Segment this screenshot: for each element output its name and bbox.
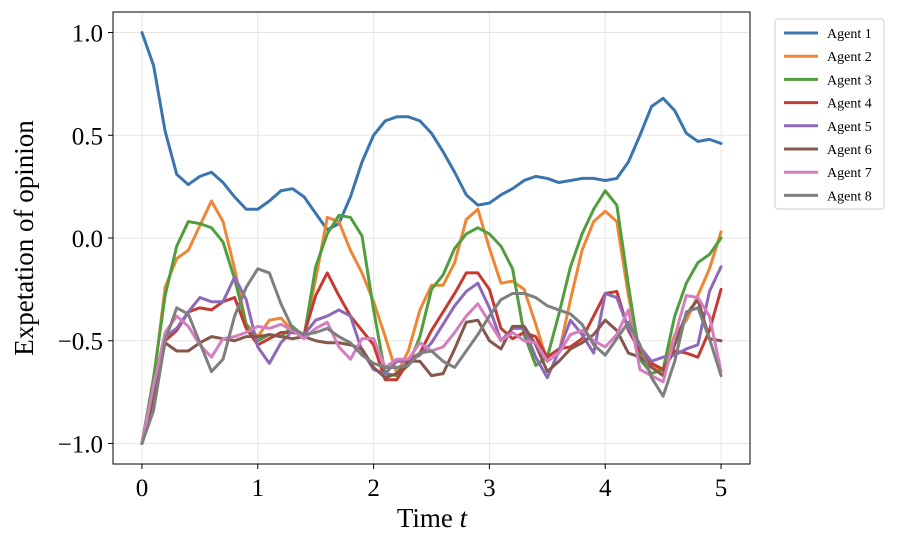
y-tick-label: −0.5 <box>58 329 103 356</box>
legend-label: Agent 6 <box>827 143 872 158</box>
series-line-agent-4 <box>140 271 723 445</box>
legend-item: Agent 6 <box>784 143 872 158</box>
series-line-agent-6 <box>140 298 723 445</box>
x-axis-label-text: Time <box>397 503 453 533</box>
legend: Agent 1 Agent 2 Agent 3 Agent 4 Agent 5 Agent… <box>774 18 885 210</box>
legend-label: Agent 7 <box>827 166 872 181</box>
legend-label: Agent 4 <box>827 97 872 112</box>
legend-label: Agent 2 <box>827 50 872 65</box>
legend-label: Agent 3 <box>827 73 872 88</box>
y-axis: 1.0 0.5 0.0 −0.5 −1.0 <box>58 21 113 458</box>
x-tick-label: 1 <box>252 475 265 502</box>
series-line-agent-8 <box>140 267 723 445</box>
legend-item: Agent 2 <box>784 50 872 65</box>
x-tick-label: 0 <box>136 475 149 502</box>
x-axis-label: Time t <box>397 503 469 533</box>
x-tick-label: 4 <box>599 475 612 502</box>
series-line-agent-3 <box>140 189 723 445</box>
y-axis-label: Expetation of opinion <box>9 120 39 356</box>
series-layer <box>140 31 723 445</box>
legend-item: Agent 1 <box>784 27 872 42</box>
series-line-agent-1 <box>140 31 723 232</box>
x-tick-label: 3 <box>483 475 496 502</box>
grid-lines <box>113 12 750 464</box>
legend-item: Agent 7 <box>784 166 872 181</box>
y-tick-label: 1.0 <box>72 21 103 48</box>
legend-box <box>774 18 885 210</box>
legend-item: Agent 8 <box>784 189 872 204</box>
legend-label: Agent 8 <box>827 189 872 204</box>
legend-item: Agent 4 <box>784 97 872 112</box>
x-tick-label: 2 <box>367 475 380 502</box>
legend-item: Agent 5 <box>784 120 872 135</box>
y-tick-label: 0.5 <box>72 123 103 150</box>
legend-label: Agent 1 <box>827 27 872 42</box>
legend-label: Agent 5 <box>827 120 872 135</box>
legend-item: Agent 3 <box>784 73 872 88</box>
y-tick-label: 0.0 <box>72 226 103 253</box>
x-axis: 0 1 2 3 4 5 <box>136 464 728 502</box>
x-tick-label: 5 <box>715 475 728 502</box>
x-axis-label-variable: t <box>460 503 469 533</box>
y-tick-label: −1.0 <box>58 431 103 458</box>
